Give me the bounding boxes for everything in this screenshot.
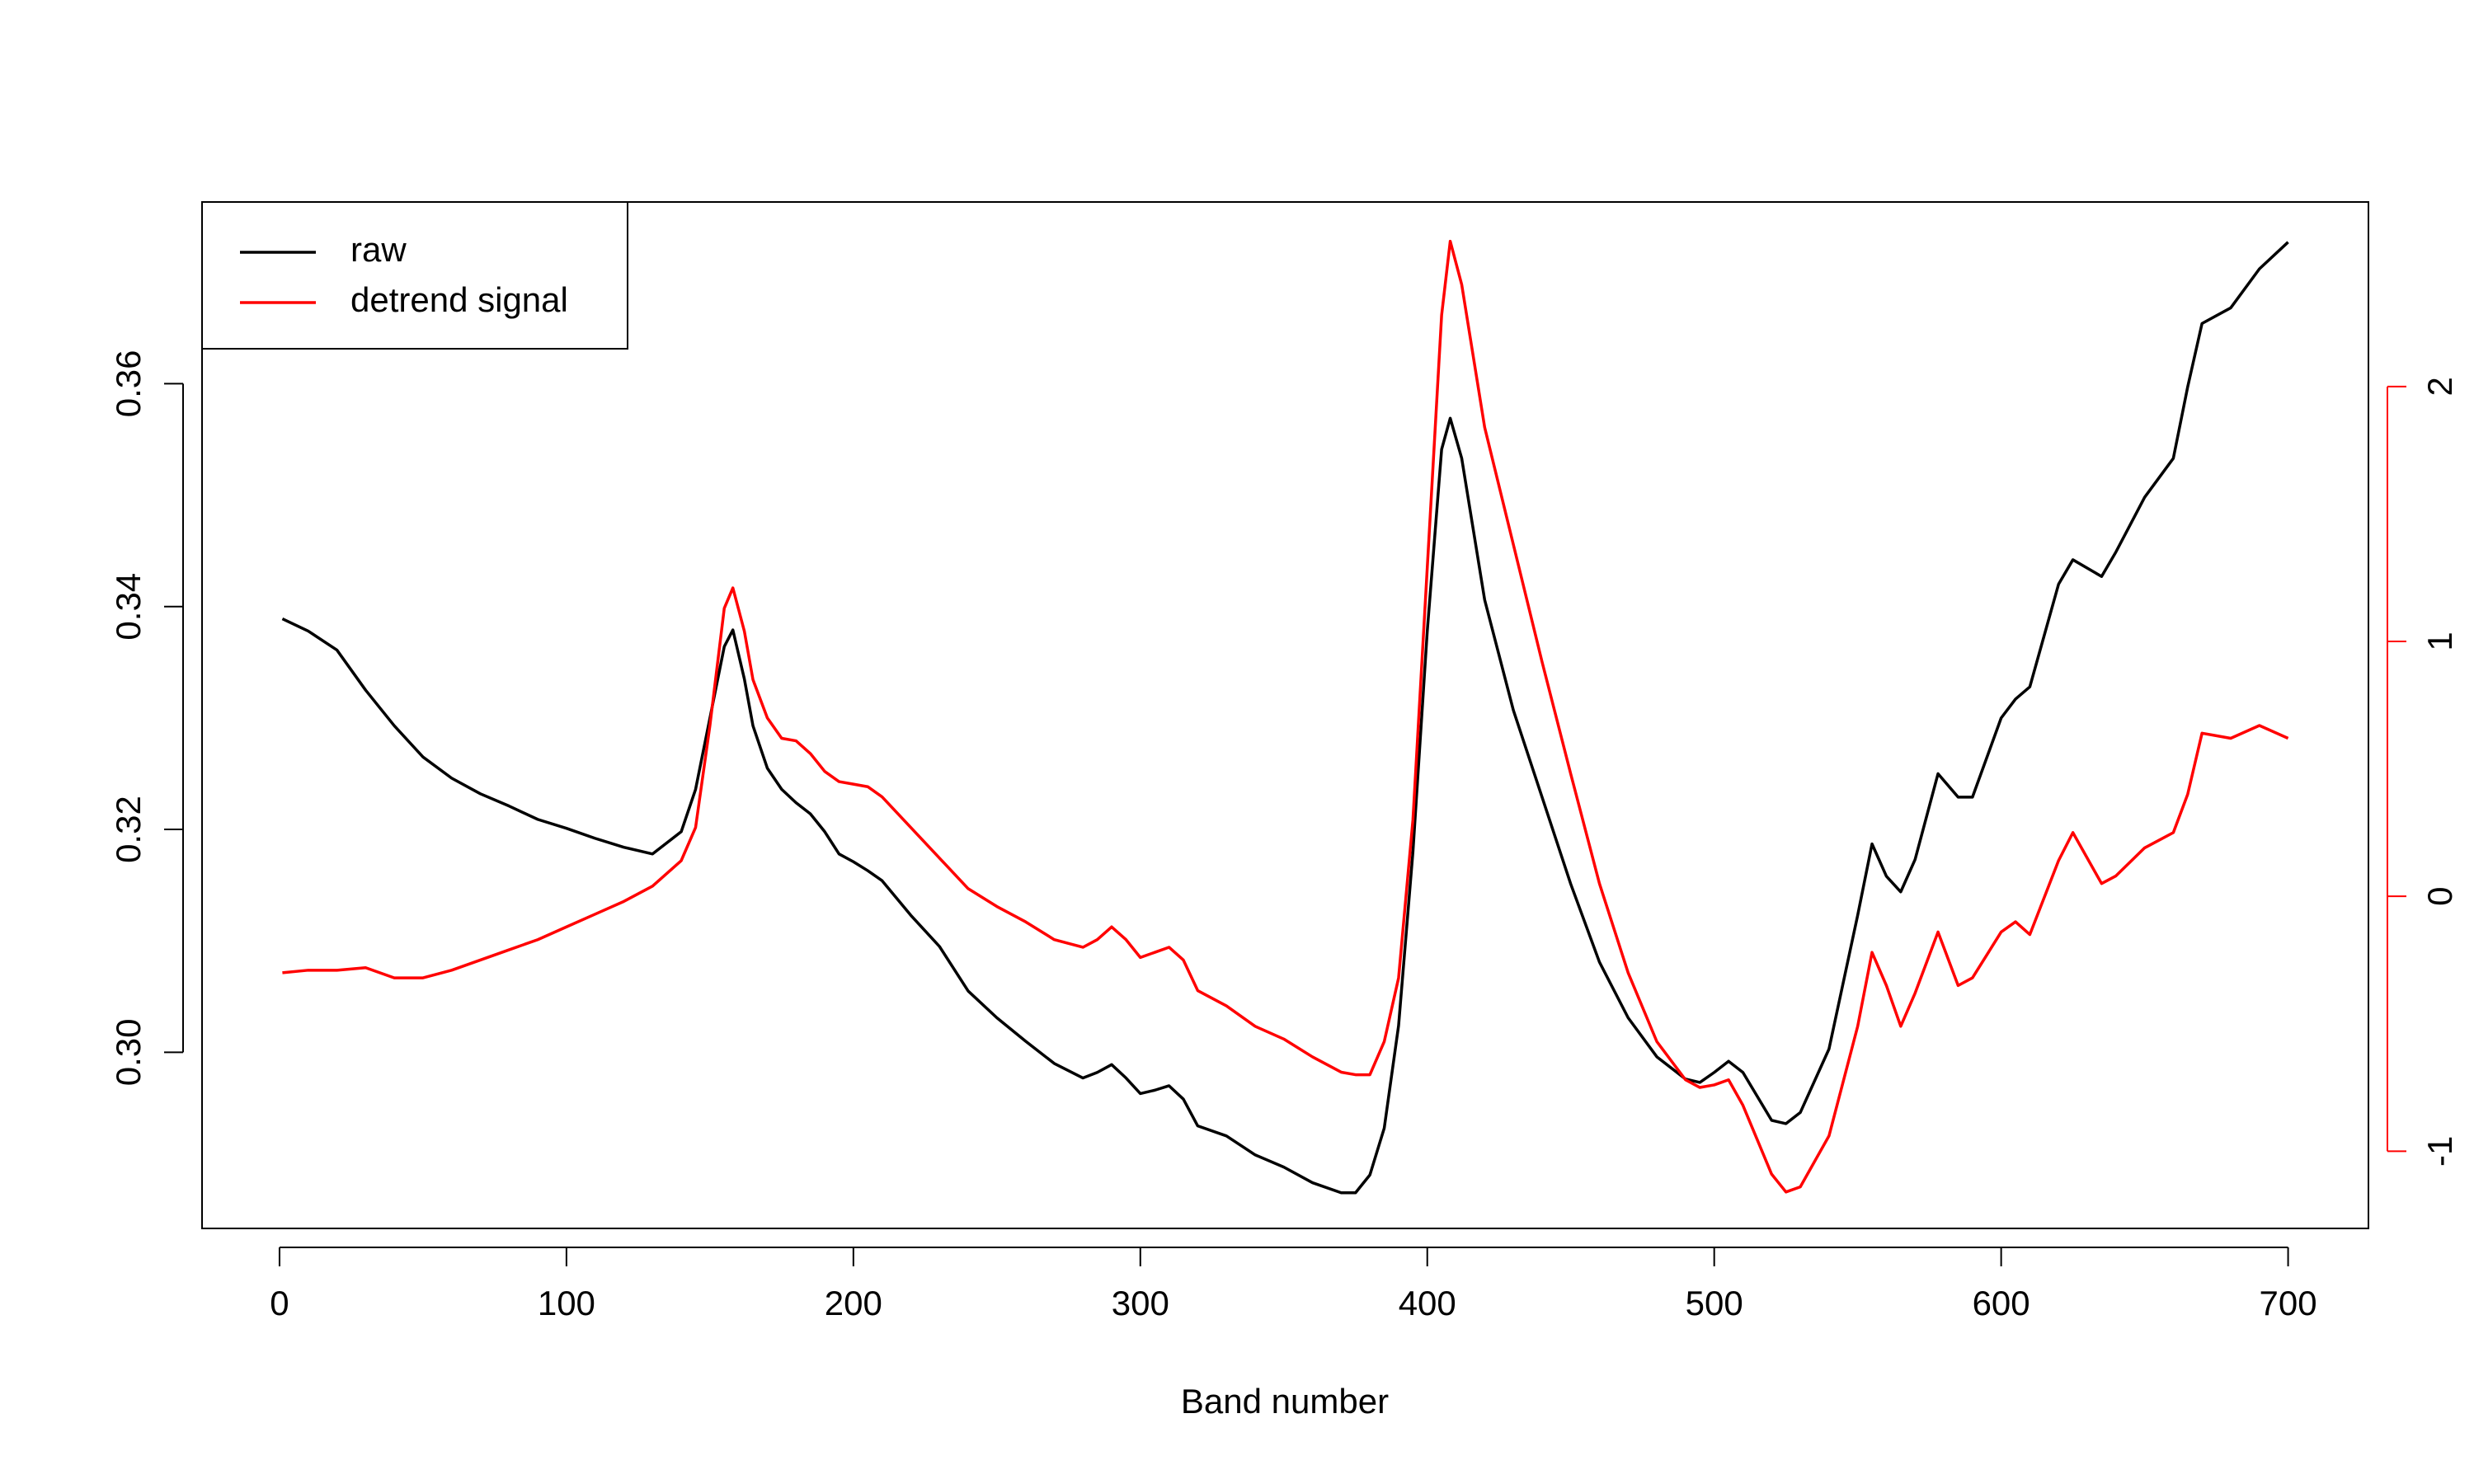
legend-label: raw	[350, 230, 407, 269]
x-axis-label: Band number	[1181, 1382, 1389, 1421]
x-tick-label: 200	[825, 1284, 882, 1322]
y-tick-label: 0.36	[109, 350, 148, 417]
legend-label: detrend signal	[350, 280, 568, 319]
x-tick-label: 500	[1686, 1284, 1743, 1322]
x-tick-label: 300	[1112, 1284, 1169, 1322]
y2-tick-label: 2	[2420, 377, 2459, 396]
plot-frame	[201, 201, 2369, 1229]
series-line	[282, 239, 2289, 1194]
x-tick-label: 600	[1973, 1284, 2030, 1322]
y-tick-label: 0.32	[109, 796, 148, 863]
y2-tick-label: 1	[2420, 632, 2459, 650]
x-tick-label: 0	[270, 1284, 289, 1322]
y-tick-label: 0.34	[109, 573, 148, 641]
x-tick-label: 100	[538, 1284, 595, 1322]
legend-box	[201, 201, 628, 350]
y-tick-label: 0.30	[109, 1019, 148, 1087]
x-tick-label: 700	[2260, 1284, 2317, 1322]
x-tick-label: 400	[1399, 1284, 1456, 1322]
y2-tick-label: -1	[2420, 1136, 2459, 1167]
y2-tick-label: 0	[2420, 886, 2459, 905]
